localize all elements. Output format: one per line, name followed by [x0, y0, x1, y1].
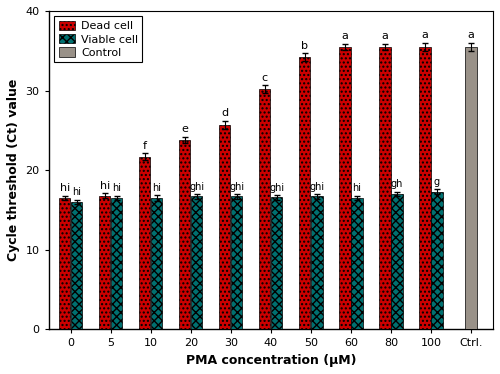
Text: ghi: ghi [310, 182, 324, 192]
Text: ghi: ghi [230, 182, 244, 192]
Text: e: e [182, 125, 188, 134]
Bar [420, 47, 430, 329]
Text: f: f [142, 141, 146, 151]
Text: c: c [262, 73, 268, 83]
Text: a: a [342, 31, 348, 41]
Bar [380, 47, 390, 329]
Text: hi: hi [60, 183, 70, 193]
Text: gh: gh [391, 179, 403, 189]
Bar [352, 198, 362, 329]
Bar [151, 198, 162, 329]
Text: hi: hi [72, 187, 81, 197]
Text: g: g [434, 177, 440, 187]
Bar [111, 198, 122, 329]
Bar [392, 194, 402, 329]
Bar [191, 196, 202, 329]
Text: ghi: ghi [189, 182, 204, 192]
Bar [231, 196, 242, 329]
Y-axis label: Cycle threshold (Ct) value: Cycle threshold (Ct) value [7, 79, 20, 261]
Text: b: b [302, 41, 308, 51]
Bar [71, 202, 83, 329]
Bar [259, 89, 270, 329]
Bar [300, 57, 310, 329]
Bar [179, 140, 190, 329]
Bar [99, 196, 110, 329]
Bar [59, 198, 70, 329]
X-axis label: PMA concentration (μM): PMA concentration (μM) [186, 354, 356, 367]
Text: d: d [221, 108, 228, 119]
Bar [312, 196, 322, 329]
Text: a: a [382, 31, 388, 41]
Text: hi: hi [100, 181, 110, 191]
Legend: Dead cell, Viable cell, Control: Dead cell, Viable cell, Control [54, 16, 142, 62]
Bar [466, 47, 476, 329]
Text: a: a [422, 30, 428, 40]
Text: hi: hi [352, 183, 362, 193]
Text: a: a [468, 30, 474, 40]
Bar [432, 192, 442, 329]
Text: hi: hi [152, 183, 162, 193]
Text: ghi: ghi [270, 183, 284, 193]
Text: hi: hi [112, 183, 121, 193]
Bar [219, 125, 230, 329]
Bar [139, 157, 150, 329]
Bar [340, 47, 350, 329]
Bar [272, 197, 282, 329]
